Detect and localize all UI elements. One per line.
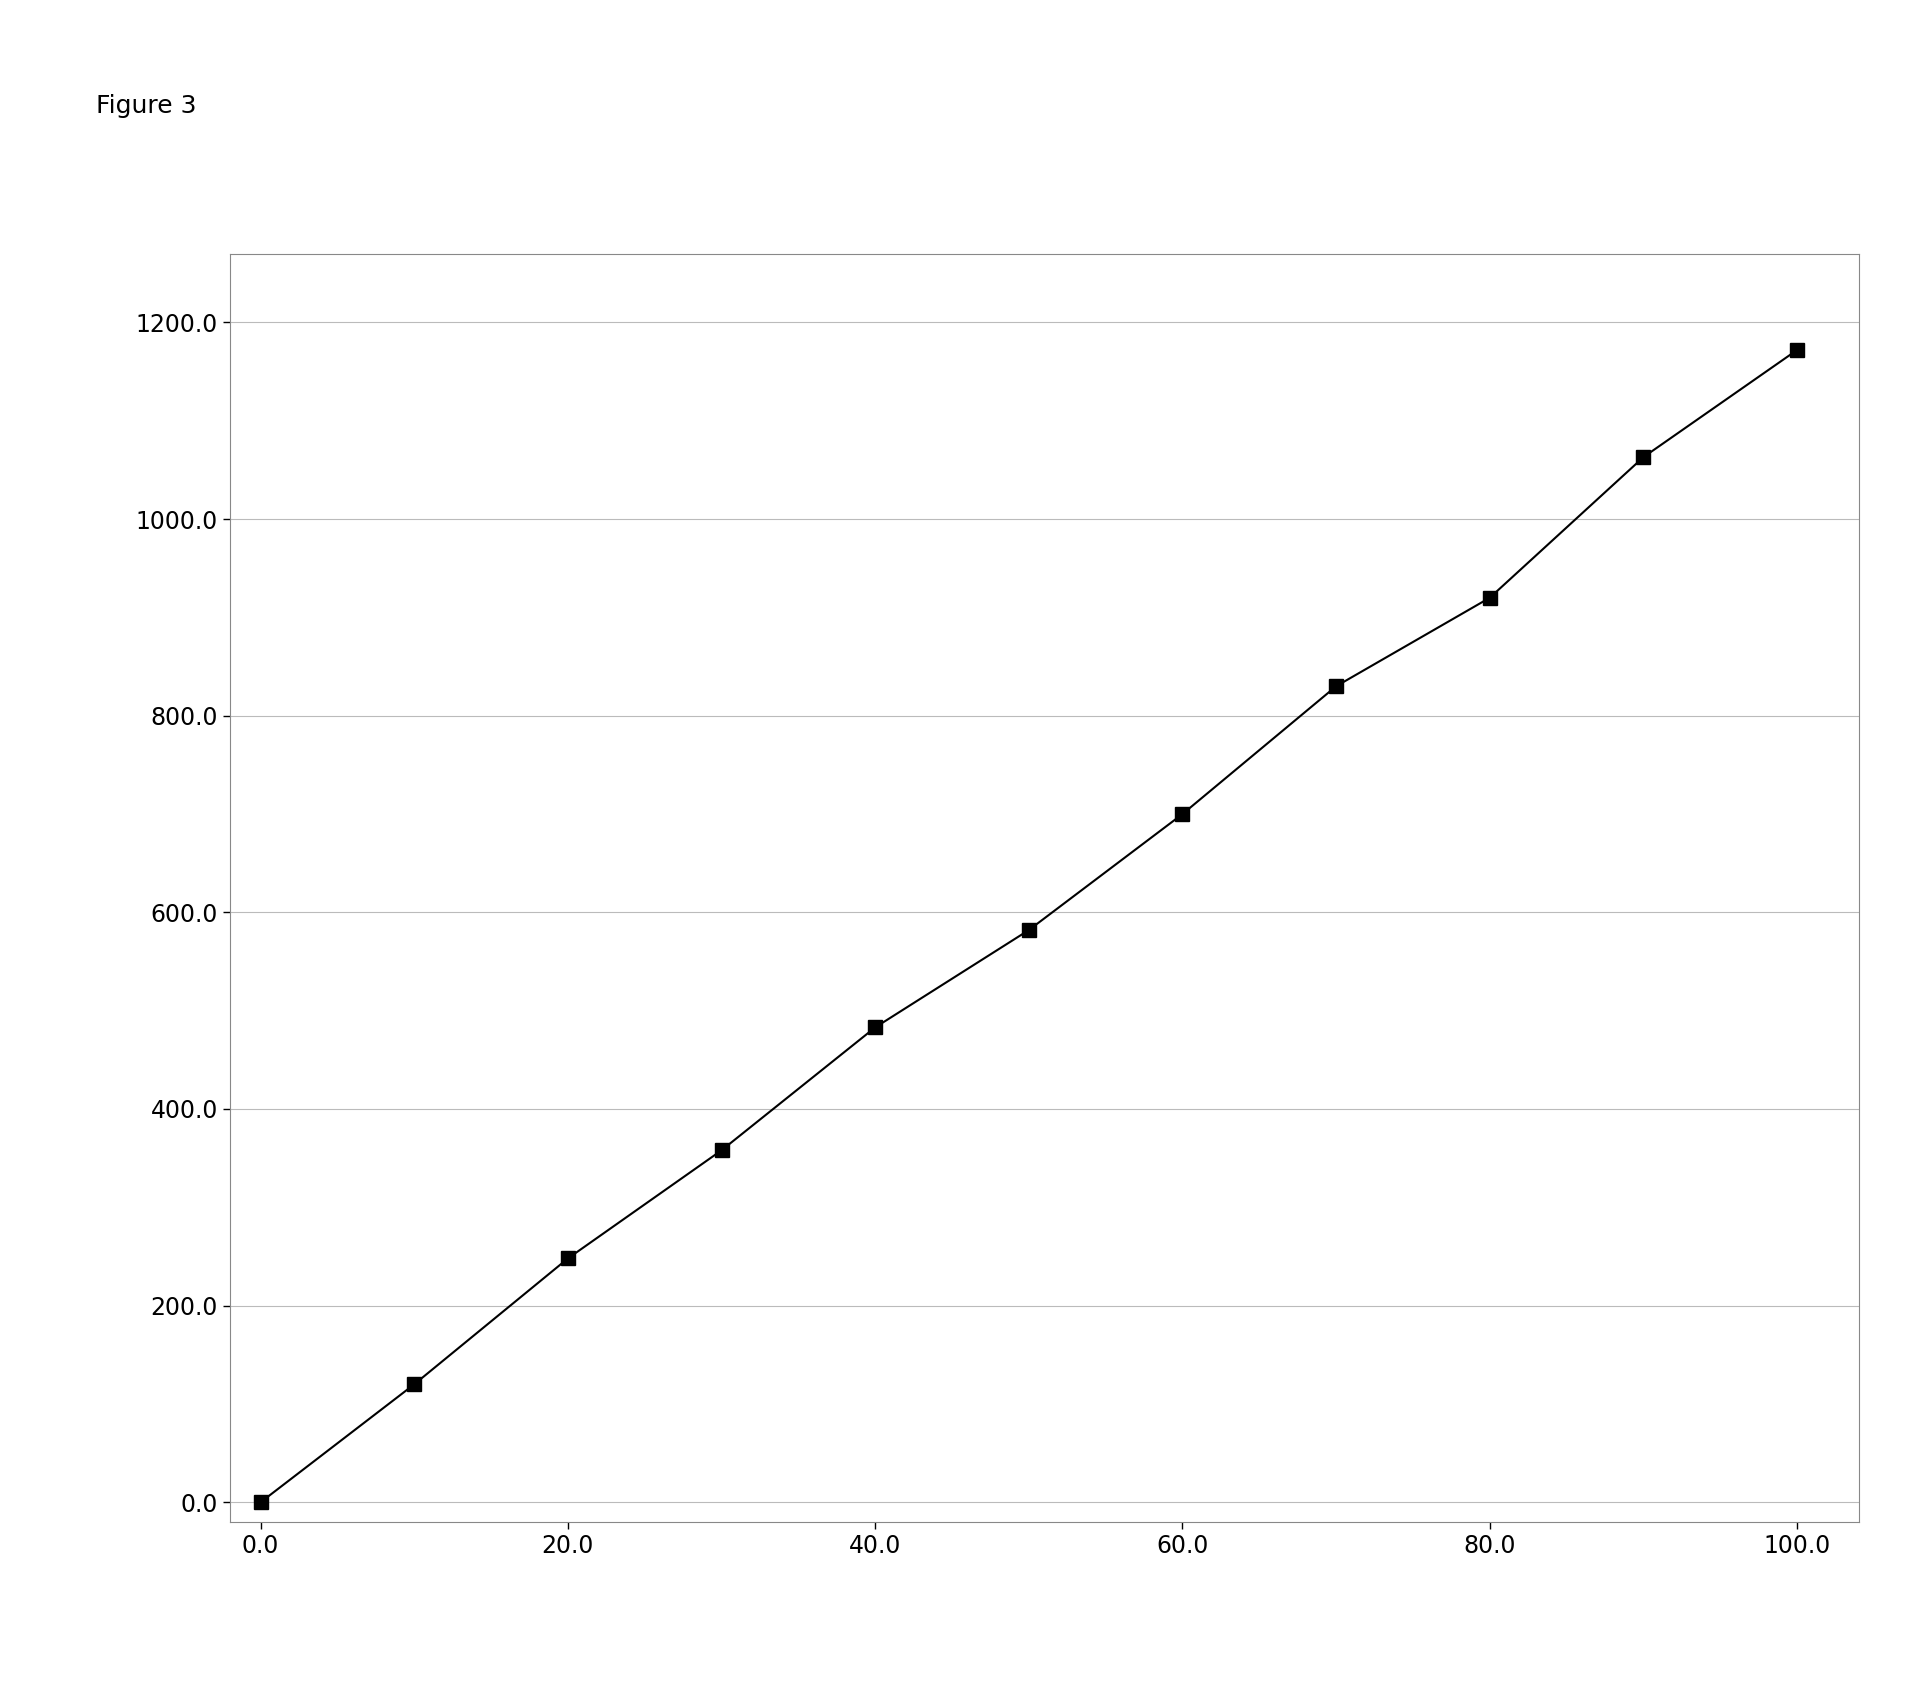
Text: Figure 3: Figure 3 bbox=[96, 95, 195, 118]
